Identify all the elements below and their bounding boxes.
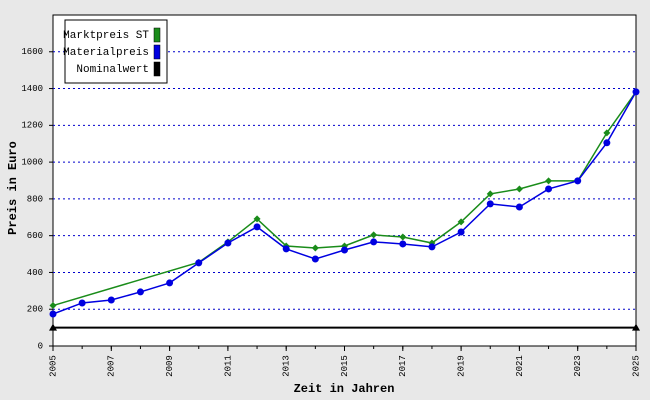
y-tick-label: 1600	[21, 47, 43, 57]
legend-swatch	[153, 44, 161, 60]
point	[399, 233, 407, 241]
legend-label: Materialpreis	[63, 47, 149, 59]
y-tick-label: 1000	[21, 157, 43, 167]
point	[515, 185, 523, 193]
point	[107, 296, 115, 304]
point	[282, 245, 290, 253]
point	[545, 185, 553, 193]
y-tick-label: 1400	[21, 84, 43, 94]
point	[311, 255, 319, 263]
legend-label: Nominalwert	[76, 64, 149, 76]
point	[311, 244, 319, 252]
point	[632, 88, 640, 96]
x-tick-label: 2025	[631, 355, 641, 377]
legend-swatch	[153, 27, 161, 43]
y-tick-label: 200	[27, 305, 43, 315]
point	[370, 231, 378, 239]
x-tick-label: 2011	[223, 355, 233, 377]
point	[49, 323, 57, 331]
point	[603, 139, 611, 147]
y-axis-label: Preis in Euro	[6, 141, 20, 235]
x-tick-label: 2019	[456, 355, 466, 377]
point	[166, 279, 174, 287]
x-tick-label: 2015	[340, 355, 350, 377]
x-tick-label: 2023	[573, 355, 583, 377]
point	[486, 200, 494, 208]
point	[632, 323, 640, 331]
point	[428, 243, 436, 251]
point	[545, 177, 553, 185]
point	[49, 302, 57, 310]
point	[399, 240, 407, 248]
x-tick-label: 2009	[165, 355, 175, 377]
point	[78, 299, 86, 307]
point	[49, 310, 57, 318]
point	[515, 203, 523, 211]
point	[341, 246, 348, 254]
point	[253, 215, 261, 223]
point	[224, 239, 232, 247]
x-tick-label: 2013	[282, 355, 292, 377]
legend-swatch	[153, 61, 161, 77]
x-tick-label: 2007	[107, 355, 117, 377]
x-tick-label: 2017	[398, 355, 408, 377]
x-axis-label: Zeit in Jahren	[294, 382, 395, 396]
y-tick-label: 600	[27, 231, 43, 241]
point	[603, 129, 611, 137]
x-tick-label: 2005	[48, 355, 58, 377]
legend-label: Marktpreis ST	[63, 30, 149, 42]
point	[457, 218, 465, 226]
point	[486, 190, 494, 198]
point	[195, 259, 203, 267]
y-tick-label: 1200	[21, 121, 43, 131]
point	[574, 177, 582, 185]
point	[136, 288, 144, 296]
y-tick-label: 800	[27, 194, 43, 204]
y-tick-label: 400	[27, 268, 43, 278]
point	[253, 223, 261, 231]
legend-box	[64, 19, 168, 84]
point	[457, 228, 465, 236]
point	[370, 238, 378, 246]
y-tick-label: 0	[38, 341, 43, 351]
x-tick-label: 2021	[515, 355, 525, 377]
